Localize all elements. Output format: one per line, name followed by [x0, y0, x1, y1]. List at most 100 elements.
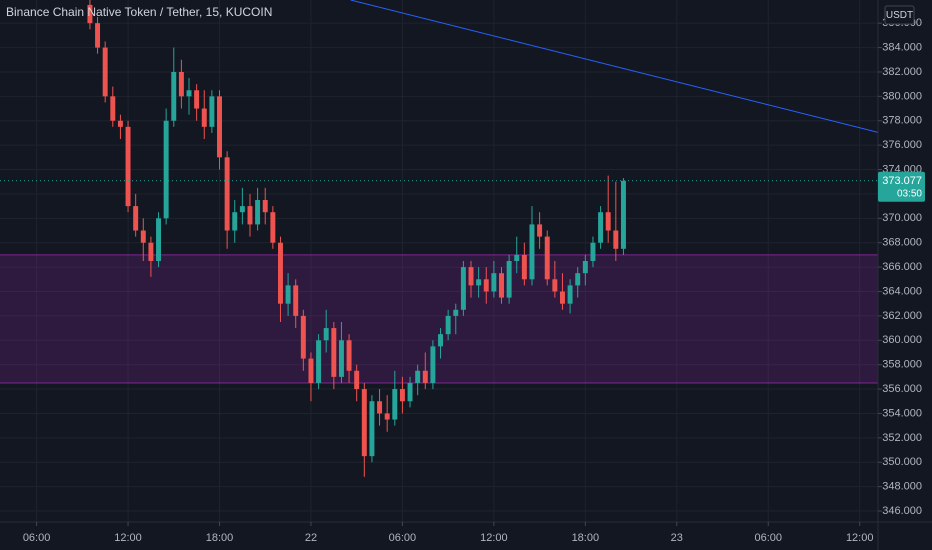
- candle-body: [620, 180, 626, 249]
- plot-area: [0, 0, 878, 477]
- candle-body: [140, 230, 146, 243]
- last-price-box: [878, 171, 925, 202]
- candle-body: [559, 291, 565, 304]
- x-tick-label: 22: [305, 532, 317, 544]
- candle-body: [613, 230, 619, 249]
- currency-label[interactable]: USDT: [886, 10, 913, 21]
- candle-body: [468, 267, 474, 286]
- axes: 346.000 348.000 350.000 352.000 354.000 356.0…: [23, 17, 925, 544]
- y-tick-label: 382.000: [882, 66, 922, 78]
- candle-body: [133, 206, 139, 231]
- x-tick-label: 06:00: [754, 532, 782, 544]
- candle-body: [125, 126, 131, 207]
- candle-body: [499, 273, 504, 298]
- candle-body: [308, 358, 314, 383]
- x-tick-label: 06:00: [389, 532, 417, 544]
- candle-body: [392, 389, 398, 420]
- candle-body: [323, 328, 329, 341]
- candle-body: [361, 389, 367, 457]
- candle-body: [453, 309, 459, 316]
- x-tick-label: 12:00: [114, 532, 142, 544]
- candle-body: [399, 389, 405, 402]
- x-tick-label: 18:00: [572, 532, 600, 544]
- countdown-label: 03:50: [897, 188, 922, 199]
- candle-body: [537, 224, 543, 237]
- candle-body: [194, 90, 200, 109]
- candle-body: [506, 261, 512, 298]
- y-tick-label: 352.000: [882, 432, 922, 444]
- candle-body: [232, 212, 238, 231]
- candle-body: [285, 285, 291, 304]
- candle-body: [529, 224, 535, 280]
- candle-body: [217, 96, 222, 158]
- candle-body: [277, 242, 283, 304]
- y-tick-label: 376.000: [882, 139, 922, 151]
- y-tick-label: 378.000: [882, 115, 922, 127]
- grid: [0, 0, 878, 522]
- candle-body: [270, 212, 276, 243]
- candle-body: [255, 200, 261, 225]
- candle-body: [178, 71, 184, 97]
- candle-body: [491, 273, 497, 292]
- y-tick-label: 356.000: [882, 383, 922, 395]
- candle-body: [117, 120, 123, 127]
- candle-body: [338, 340, 344, 377]
- x-tick-label: 12:00: [846, 532, 874, 544]
- candle-body: [171, 71, 177, 121]
- candle-body: [483, 279, 489, 292]
- candle-body: [247, 206, 253, 225]
- candle-body: [521, 254, 527, 280]
- candle-body: [186, 90, 192, 97]
- candle-body: [95, 23, 101, 48]
- y-tick-label: 358.000: [882, 359, 922, 371]
- candle-body: [544, 236, 550, 280]
- y-tick-label: 346.000: [882, 505, 922, 517]
- y-tick-label: 370.000: [882, 212, 922, 224]
- candle-body: [209, 96, 215, 127]
- candle-body: [300, 315, 306, 359]
- zone: [0, 254, 878, 383]
- candle-body: [407, 382, 413, 402]
- y-tick-label: 360.000: [882, 334, 922, 346]
- candle-body: [422, 370, 428, 383]
- candle-body: [460, 267, 466, 310]
- candle-body: [293, 285, 299, 316]
- x-tick-label: 06:00: [23, 532, 51, 544]
- y-tick-label: 366.000: [882, 261, 922, 273]
- y-tick-label: 368.000: [882, 237, 922, 249]
- candle-body: [575, 273, 581, 286]
- currency-box[interactable]: [884, 5, 915, 25]
- candle-body: [316, 340, 322, 383]
- candle-body: [163, 120, 169, 219]
- candle-body: [201, 108, 207, 127]
- candle-body: [262, 200, 268, 213]
- candle-body: [331, 328, 337, 377]
- candle-body: [438, 334, 444, 347]
- candle-body: [430, 346, 436, 383]
- candle-body: [239, 206, 245, 213]
- y-tick-label: 350.000: [882, 456, 922, 468]
- y-tick-label: 380.000: [882, 90, 922, 102]
- candle-body: [476, 279, 482, 286]
- candle-body: [567, 285, 573, 304]
- candle-body: [598, 212, 604, 243]
- x-tick-label: 23: [671, 532, 683, 544]
- candle-body: [384, 413, 390, 420]
- y-tick-label: 384.000: [882, 41, 922, 53]
- candle-body: [582, 261, 588, 274]
- candle-body: [415, 370, 421, 383]
- candle-body: [369, 401, 375, 457]
- candle-body: [156, 218, 162, 261]
- y-tick-label: 362.000: [882, 310, 922, 322]
- candle-body: [514, 254, 520, 261]
- candle-body: [590, 242, 596, 261]
- candle-body: [377, 401, 383, 414]
- x-tick-label: 12:00: [480, 532, 508, 544]
- y-tick-label: 348.000: [882, 481, 922, 493]
- chart-title: Binance Chain Native Token / Tether, 15,…: [6, 5, 272, 19]
- y-tick-label: 364.000: [882, 285, 922, 297]
- candle-body: [148, 242, 154, 261]
